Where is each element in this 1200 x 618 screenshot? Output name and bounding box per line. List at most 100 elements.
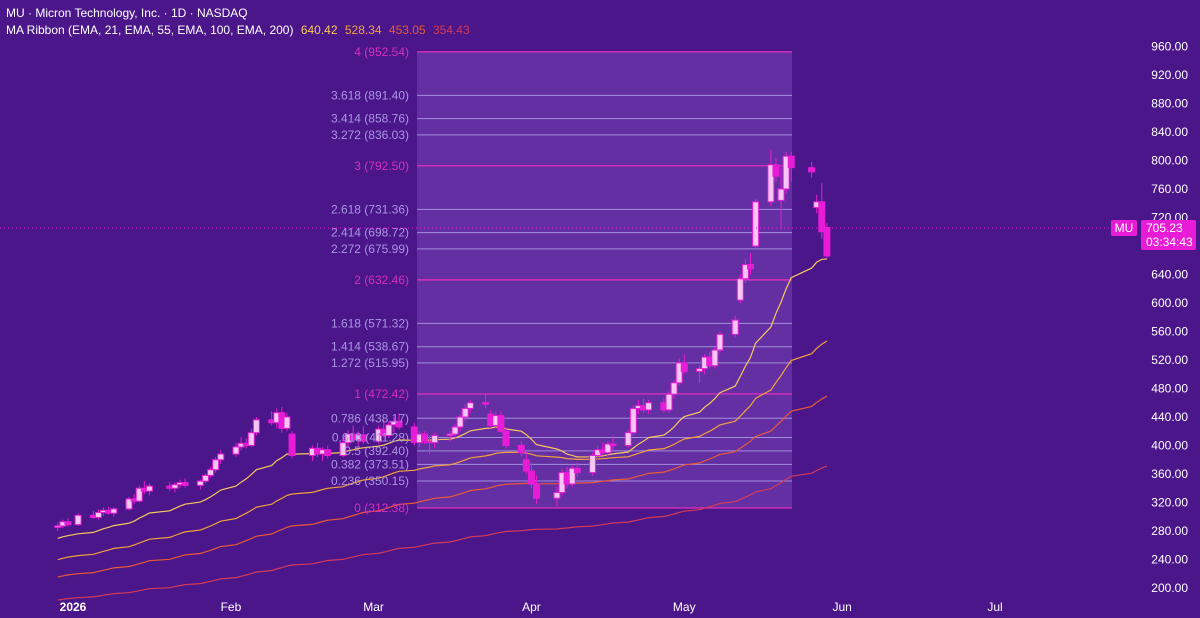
candle-2026-03-20: [466, 399, 474, 413]
candle-2026-01-06: [94, 509, 102, 520]
candle-2026-01-21: [171, 482, 179, 493]
ema200-line: [57, 465, 828, 601]
x-tick-label: Mar: [363, 600, 384, 614]
candle-2026-04-20: [624, 429, 632, 449]
y-tick-label: 960.00: [1151, 40, 1188, 54]
y-tick-label: 760.00: [1151, 182, 1188, 196]
candle-2026-04-29: [670, 379, 678, 399]
candle-2026-03-31: [522, 452, 530, 474]
fib-levels: [417, 51, 792, 509]
candle-2026-01-26: [196, 479, 204, 490]
ema55-value: 528.34: [344, 23, 382, 37]
x-tick-label: Apr: [522, 600, 541, 614]
candle-2026-05-07: [711, 347, 719, 369]
x-tick-label: Feb: [221, 600, 242, 614]
candle-2026-04-16: [604, 441, 612, 457]
candle-2026-05-04: [696, 365, 704, 383]
fib-label-2: 2 (632.46): [354, 273, 409, 287]
candle-2026-04-21: [629, 405, 637, 436]
y-tick-label: 840.00: [1151, 125, 1188, 139]
y-tick-label: 280.00: [1151, 524, 1188, 538]
candle-2026-05-21: [782, 151, 790, 194]
y-tick-label: 920.00: [1151, 68, 1188, 82]
x-tick-label: May: [673, 600, 696, 614]
candle-2026-05-13: [741, 258, 749, 284]
indicator-legend[interactable]: MA Ribbon (EMA, 21, EMA, 55, EMA, 100, E…: [6, 23, 474, 37]
fib-label-0.382: 0.382 (373.51): [331, 457, 409, 471]
x-tick-label: Jun: [833, 600, 852, 614]
y-tick-label: 640.00: [1151, 268, 1188, 282]
candle-2025-12-29: [54, 522, 62, 531]
candle-2026-05-29: [823, 223, 831, 259]
candle-2026-01-16: [145, 483, 153, 496]
fib-label-0.618: 0.618 (411.28): [332, 430, 409, 444]
symbol-line[interactable]: MU · Micron Technology, Inc. · 1D · NASD…: [6, 6, 248, 20]
candle-2026-04-06: [553, 486, 561, 507]
candle-2026-05-28: [818, 183, 826, 239]
y-tick-label: 440.00: [1151, 410, 1188, 424]
candle-2026-01-12: [125, 496, 133, 511]
candle-2026-05-18: [767, 149, 775, 207]
last-price-value: 705.23: [1146, 221, 1183, 235]
candle-2026-02-12: [283, 412, 291, 432]
candle-2026-03-17: [451, 424, 459, 439]
y-tick-label: 800.00: [1151, 154, 1188, 168]
candle-2026-01-29: [212, 456, 220, 473]
fib-label-0.236: 0.236 (350.15): [331, 474, 409, 488]
candle-2026-01-28: [207, 466, 215, 478]
fib-label-1.272: 1.272 (515.95): [331, 356, 409, 370]
candle-2026-05-19: [772, 157, 780, 182]
candle-2026-04-24: [645, 399, 653, 415]
candles: [54, 149, 831, 531]
candle-2026-02-23: [339, 438, 347, 457]
fib-label-3: 3 (792.50): [354, 159, 409, 173]
price-tag-box: [1141, 220, 1196, 251]
y-tick-label: 880.00: [1151, 97, 1188, 111]
candle-2026-02-27: [359, 426, 367, 445]
fib-label-2.414: 2.414 (698.72): [331, 226, 409, 240]
ema21-value: 640.42: [300, 23, 338, 37]
candle-2026-01-02: [74, 513, 82, 527]
candle-2026-03-06: [395, 413, 403, 430]
y-tick-label: 520.00: [1151, 353, 1188, 367]
candle-2026-05-14: [746, 253, 754, 275]
candle-2026-03-27: [502, 426, 510, 449]
y-tick-label: 400.00: [1151, 439, 1188, 453]
fib-label-2.272: 2.272 (675.99): [331, 242, 409, 256]
fib-label-3.414: 3.414 (858.76): [331, 112, 409, 126]
candle-2026-05-20: [777, 167, 785, 229]
y-tick-label: 200.00: [1151, 581, 1188, 595]
fib-label-0: 0 (312.38): [354, 501, 409, 515]
candle-2026-03-11: [420, 431, 428, 445]
candle-2026-04-02: [533, 475, 541, 504]
fib-label-3.272: 3.272 (836.03): [331, 128, 409, 142]
candle-2026-03-16: [446, 431, 454, 442]
ema100-line: [57, 395, 828, 578]
candle-2026-05-11: [731, 315, 739, 338]
y-tick-label: 240.00: [1151, 553, 1188, 567]
candle-2026-04-10: [573, 462, 581, 477]
candle-2026-02-05: [247, 428, 255, 447]
ema100-value: 453.05: [388, 23, 426, 37]
candle-2026-04-09: [568, 465, 576, 487]
candle-2026-01-30: [217, 449, 225, 465]
y-tick-label: 600.00: [1151, 296, 1188, 310]
fib-label-3.618: 3.618 (891.40): [331, 88, 409, 102]
x-tick-label: Jul: [987, 600, 1002, 614]
fib-level-labels: 0 (312.38)0.236 (350.15)0.382 (373.51)0.…: [331, 45, 409, 515]
fib-label-1: 1 (472.42): [354, 387, 409, 401]
ema200-value: 354.43: [432, 23, 470, 37]
candle-2026-04-28: [665, 391, 673, 413]
y-tick-label: 320.00: [1151, 496, 1188, 510]
fib-label-4: 4 (952.54): [354, 45, 409, 59]
candle-2026-04-13: [589, 452, 597, 476]
y-tick-label: 360.00: [1151, 467, 1188, 481]
candle-2026-04-30: [675, 358, 683, 386]
candle-2026-02-06: [252, 417, 260, 436]
y-tick-label: 560.00: [1151, 325, 1188, 339]
x-axis[interactable]: 2026 Feb Mar Apr May Jun Jul: [60, 600, 1003, 614]
indicator-name: MA Ribbon (EMA, 21, EMA, 55, EMA, 100, E…: [6, 23, 294, 37]
fib-label-0.5: 0.5 (392.40): [344, 444, 409, 458]
